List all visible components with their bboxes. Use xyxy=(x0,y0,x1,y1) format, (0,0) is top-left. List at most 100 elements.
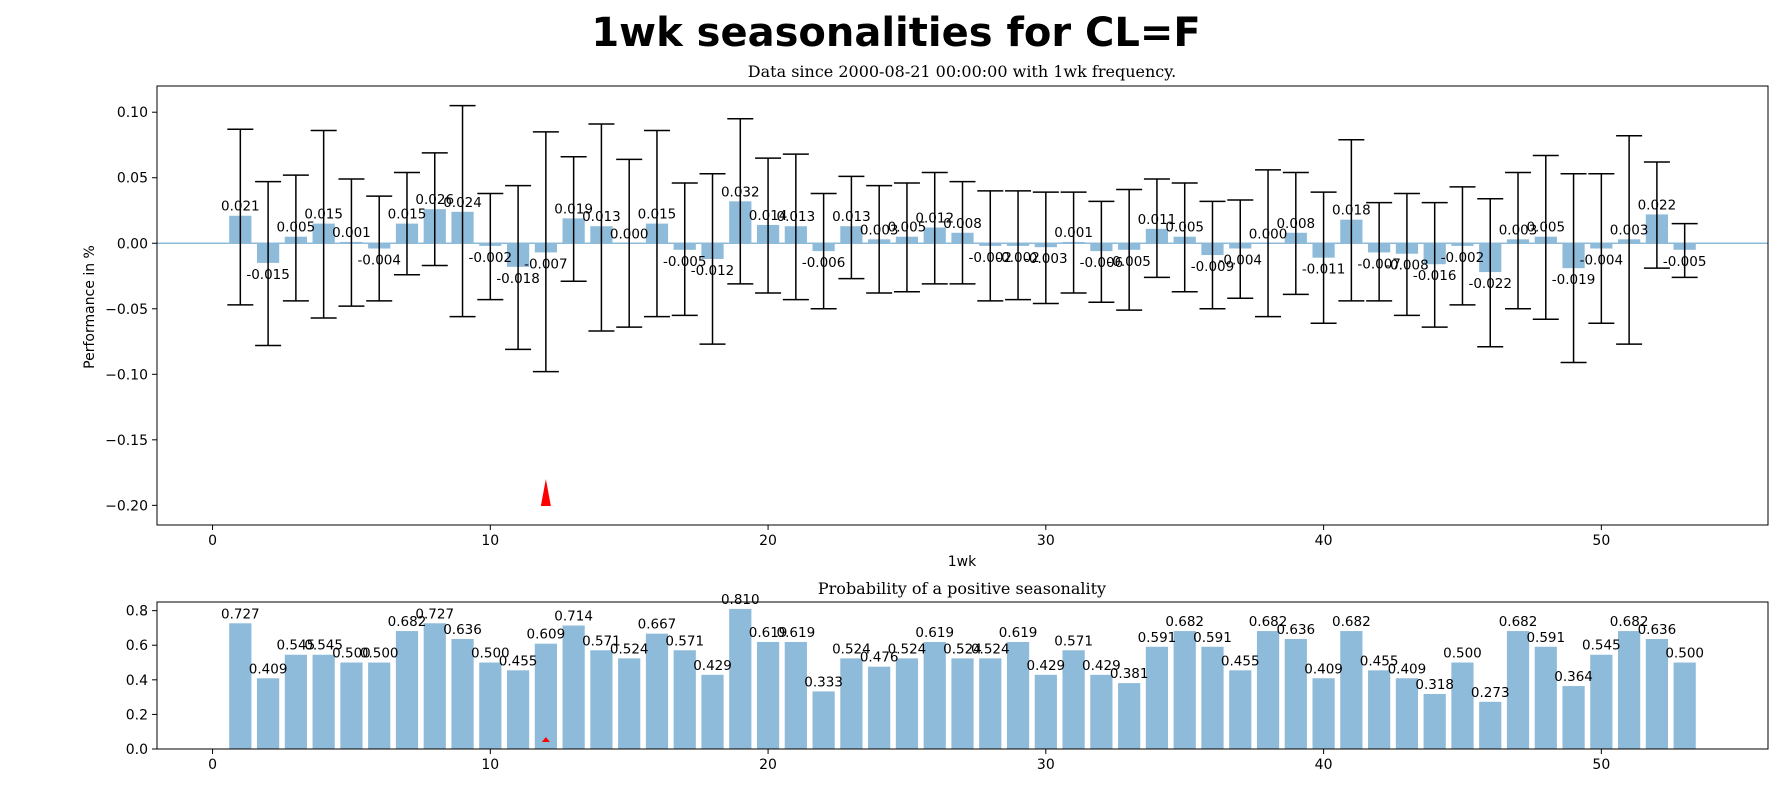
x-tick-label: 50 xyxy=(1592,533,1610,549)
bar xyxy=(479,662,502,749)
value-label: 0.500 xyxy=(360,646,399,662)
value-label: 0.364 xyxy=(1554,669,1593,685)
bar xyxy=(562,625,585,749)
bar xyxy=(1340,631,1363,749)
value-label: 0.500 xyxy=(332,646,371,662)
value-label: 0.571 xyxy=(665,633,704,649)
value-label: 0.015 xyxy=(304,207,343,223)
bar xyxy=(1562,686,1585,749)
bar xyxy=(645,633,669,749)
value-label: 0.455 xyxy=(499,653,538,669)
x-tick-label: 20 xyxy=(759,757,777,773)
value-label: -0.015 xyxy=(246,267,290,283)
value-label: 0.014 xyxy=(749,208,788,224)
value-label: 0.476 xyxy=(860,650,899,666)
value-label: -0.016 xyxy=(1413,268,1457,284)
value-label: -0.006 xyxy=(802,255,846,271)
value-label: 0.409 xyxy=(249,661,288,677)
value-label: 0.619 xyxy=(777,625,816,641)
value-label: 0.008 xyxy=(1276,216,1315,232)
y-tick-label: 0.2 xyxy=(126,707,148,723)
bar xyxy=(840,658,863,749)
performance-axes-frame xyxy=(156,85,1769,526)
value-label: 0.032 xyxy=(721,184,760,200)
bar xyxy=(1618,631,1641,749)
value-label: -0.003 xyxy=(1024,251,1068,267)
value-label: -0.002 xyxy=(969,250,1013,266)
value-label: 0.727 xyxy=(221,606,260,622)
bar xyxy=(1312,678,1335,749)
value-label: 0.591 xyxy=(1526,630,1565,646)
performance-subtitle: Data since 2000-08-21 00:00:00 with 1wk … xyxy=(748,62,1176,81)
performance-bars: 0 10 20 30 40 50 0.10 0.05 0.00 −0.05 −0.10 −0.15 −0… xyxy=(105,104,1768,549)
value-label: 0.500 xyxy=(471,646,510,662)
x-tick-label: 50 xyxy=(1592,757,1610,773)
probability-bars: 0 10 20 30 40 50 0.0 0.2 0.4 0.6 0.8 0.727 0.409 0.54… xyxy=(126,592,1704,773)
value-label: 0.409 xyxy=(1388,661,1427,677)
bar xyxy=(1229,670,1252,749)
bar xyxy=(1118,683,1141,749)
value-label: -0.004 xyxy=(1580,252,1624,268)
value-label: 0.318 xyxy=(1415,677,1454,693)
value-label: 0.619 xyxy=(999,625,1038,641)
value-label: 0.026 xyxy=(415,192,454,208)
value-label: 0.636 xyxy=(1638,622,1677,638)
bar xyxy=(451,639,474,749)
value-label: -0.002 xyxy=(996,250,1040,266)
value-label: 0.003 xyxy=(860,222,899,238)
value-label: 0.524 xyxy=(610,641,649,657)
value-label: 0.571 xyxy=(582,633,621,649)
current-week-marker xyxy=(541,737,550,742)
value-label: 0.013 xyxy=(582,209,621,225)
bar xyxy=(979,658,1002,749)
value-label: 0.021 xyxy=(221,199,260,215)
bar xyxy=(784,641,807,749)
probability-subtitle: Probability of a positive seasonality xyxy=(818,579,1106,598)
value-label: 0.001 xyxy=(1054,225,1093,241)
value-label: -0.006 xyxy=(1080,255,1124,271)
bar xyxy=(1395,678,1419,749)
x-tick-label: 10 xyxy=(481,533,499,549)
value-label: 0.667 xyxy=(638,617,677,633)
y-tick-label: 0.05 xyxy=(117,171,148,187)
bar xyxy=(1590,654,1613,749)
value-label: -0.011 xyxy=(1302,262,1346,278)
value-label: 0.409 xyxy=(1304,661,1343,677)
probability-axes-frame xyxy=(156,601,1769,750)
value-label: -0.019 xyxy=(1552,272,1596,288)
value-label: 0.005 xyxy=(888,220,927,236)
value-label: 0.727 xyxy=(415,606,454,622)
value-label: -0.012 xyxy=(691,263,735,279)
x-tick-label: 40 xyxy=(1315,533,1333,549)
bar xyxy=(1423,694,1446,749)
y-tick-label: −0.20 xyxy=(105,498,148,514)
bar xyxy=(1284,639,1307,749)
y-tick-label: 0.8 xyxy=(126,604,148,620)
value-label: -0.002 xyxy=(469,250,513,266)
value-label: 0.714 xyxy=(554,609,593,625)
value-label: 0.682 xyxy=(1165,614,1204,630)
value-label: 0.682 xyxy=(1332,614,1371,630)
bar xyxy=(1368,670,1391,749)
bar xyxy=(1645,639,1669,749)
bar xyxy=(1256,631,1280,749)
y-tick-label: 0.6 xyxy=(126,638,148,654)
value-label: 0.013 xyxy=(777,209,816,225)
value-label: 0.524 xyxy=(943,641,982,657)
x-tick-label: 30 xyxy=(1037,757,1055,773)
bar xyxy=(229,623,252,749)
bar xyxy=(1479,701,1502,749)
value-label: 0.005 xyxy=(277,220,316,236)
bar xyxy=(534,643,557,749)
bar xyxy=(423,623,446,749)
value-label: 0.545 xyxy=(304,638,343,654)
value-label: 0.381 xyxy=(1110,666,1149,682)
value-label: 0.500 xyxy=(1443,646,1482,662)
y-tick-label: 0.0 xyxy=(126,742,148,758)
value-label: 0.273 xyxy=(1471,685,1510,701)
bar xyxy=(673,650,696,749)
value-label: 0.429 xyxy=(693,658,732,674)
y-tick-label: 0.00 xyxy=(117,236,148,252)
y-tick-label: −0.05 xyxy=(105,302,148,318)
value-label: 0.333 xyxy=(804,674,843,690)
